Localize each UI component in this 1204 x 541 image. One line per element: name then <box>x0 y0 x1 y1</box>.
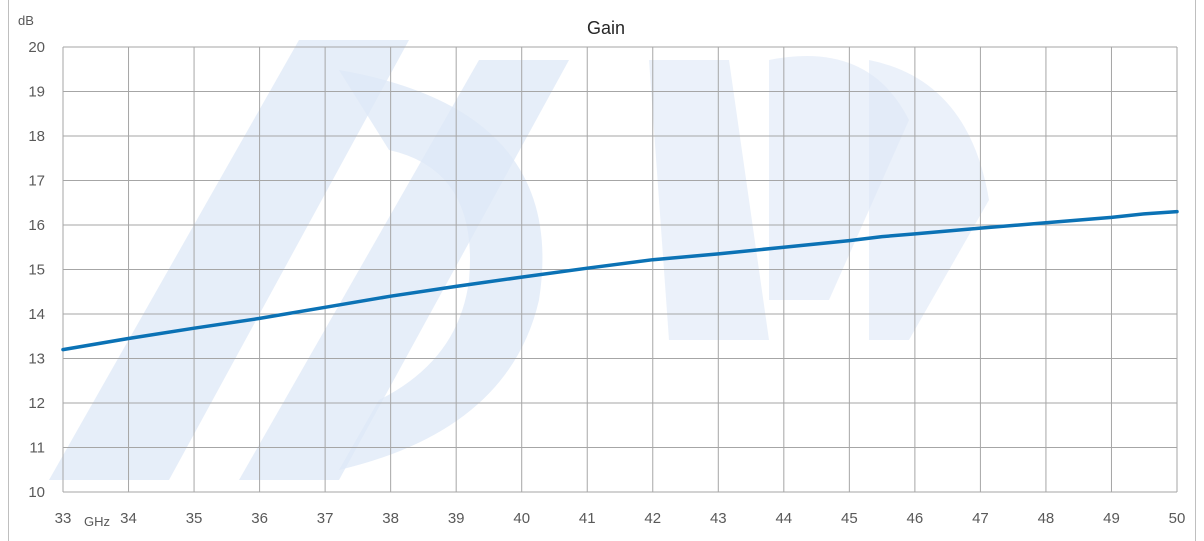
chart-frame: 33 34 35 36 37 38 39 40 41 42 43 44 45 46 47 48 49 50 10 1… <box>8 0 1196 541</box>
x-tick-label: 36 <box>251 510 268 527</box>
x-tick-label: 50 <box>1169 510 1186 527</box>
series-line-gain <box>61 209 1179 352</box>
y-tick-label: 13 <box>28 351 45 368</box>
x-tick-label: 38 <box>382 510 399 527</box>
watermark-curve <box>339 70 543 470</box>
y-tick-label: 10 <box>28 484 45 501</box>
gain-chart: 33 34 35 36 37 38 39 40 41 42 43 44 45 46 47 48 49 50 101… <box>18 13 1186 529</box>
y-tick-label: 11 <box>29 440 45 457</box>
x-tick-label: 46 <box>907 510 924 527</box>
chart-grid <box>62 46 1178 493</box>
y-tick-label: 15 <box>28 262 45 279</box>
y-tick-label: 18 <box>28 128 45 145</box>
x-tick-label: 33 <box>55 510 72 527</box>
chart-title: Gain <box>587 18 625 38</box>
x-tick-label: 47 <box>972 510 989 527</box>
x-tick-label: 35 <box>186 510 203 527</box>
watermark-stripe <box>649 60 769 340</box>
watermark-logo <box>49 40 989 480</box>
y-tick-label: 14 <box>28 306 45 323</box>
x-tick-label: 45 <box>841 510 858 527</box>
series-layer <box>61 209 1179 352</box>
y-axis-unit: dB <box>18 13 34 28</box>
watermark-curve <box>869 60 989 340</box>
x-tick-label: 44 <box>775 510 792 527</box>
x-axis-unit: GHz <box>84 514 110 529</box>
y-tick-label: 20 <box>28 39 45 56</box>
x-tick-label: 40 <box>513 510 530 527</box>
x-tick-label: 43 <box>710 510 727 527</box>
x-tick-label: 49 <box>1103 510 1120 527</box>
y-tick-label: 17 <box>28 173 45 190</box>
watermark-stripe <box>49 40 409 480</box>
x-axis-ticks: 33 34 35 36 37 38 39 40 41 42 43 44 45 46 47 48 49 50 <box>55 510 1186 527</box>
x-tick-label: 39 <box>448 510 465 527</box>
x-tick-label: 37 <box>317 510 334 527</box>
x-tick-label: 41 <box>579 510 596 527</box>
x-tick-label: 48 <box>1038 510 1055 527</box>
y-tick-label: 12 <box>28 395 45 412</box>
y-tick-label: 19 <box>28 84 45 101</box>
y-tick-label: 16 <box>28 217 45 234</box>
y-axis-ticks: 10 11 12 13 14 15 16 17 18 19 20 <box>28 39 45 501</box>
x-tick-label: 34 <box>120 510 137 527</box>
x-tick-label: 42 <box>644 510 661 527</box>
